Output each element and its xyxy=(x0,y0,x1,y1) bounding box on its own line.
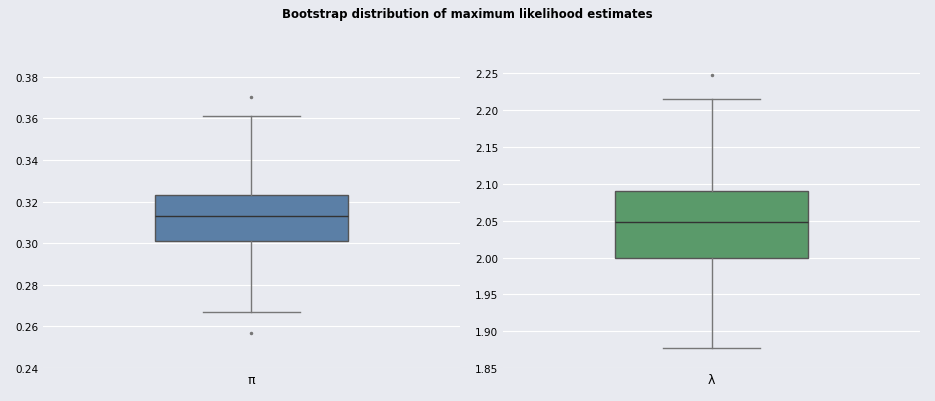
PathPatch shape xyxy=(615,192,808,258)
PathPatch shape xyxy=(155,196,348,241)
Text: Bootstrap distribution of maximum likelihood estimates: Bootstrap distribution of maximum likeli… xyxy=(282,8,653,21)
